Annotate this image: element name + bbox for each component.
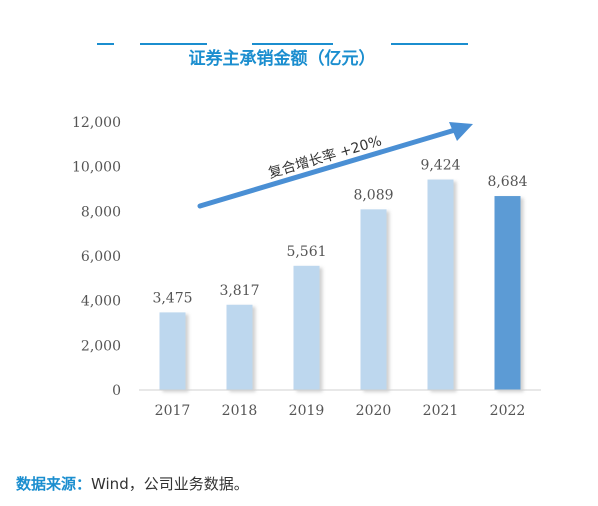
- data-label-2020: 8,089: [353, 187, 393, 203]
- source-text: Wind，公司业务数据。: [91, 475, 249, 493]
- bar-2019: [293, 265, 320, 390]
- y-tick-label: 8,000: [81, 204, 121, 220]
- y-tick-label: 10,000: [72, 160, 121, 176]
- x-tick-label: 2020: [356, 403, 392, 419]
- bar-2018: [226, 304, 253, 390]
- chart-title: 证券主承销金额（亿元）: [189, 48, 376, 69]
- source-label: 数据来源：: [16, 475, 92, 493]
- bar-2022: [494, 196, 521, 390]
- x-tick-label: 2018: [222, 403, 258, 419]
- data-label-2017: 3,475: [152, 290, 192, 306]
- data-label-2022: 8,684: [487, 174, 527, 190]
- growth-arrow: [197, 122, 473, 209]
- bar-2021: [427, 179, 454, 390]
- source-note: 数据来源：Wind，公司业务数据。: [16, 473, 249, 494]
- data-label-2021: 9,424: [420, 158, 460, 174]
- data-label-2019: 5,561: [286, 244, 326, 260]
- data-label-2018: 3,817: [219, 283, 259, 299]
- y-tick-label: 2,000: [81, 338, 121, 354]
- x-tick-label: 2022: [490, 403, 526, 419]
- x-tick-label: 2019: [289, 403, 325, 419]
- y-tick-label: 6,000: [81, 249, 121, 265]
- y-tick-label: 4,000: [81, 294, 121, 310]
- x-tick-label: 2021: [423, 403, 459, 419]
- bar-2020: [360, 209, 387, 390]
- x-tick-label: 2017: [155, 403, 191, 419]
- y-tick-label: 0: [112, 383, 121, 399]
- y-tick-label: 12,000: [72, 115, 121, 131]
- bar-2017: [159, 312, 186, 390]
